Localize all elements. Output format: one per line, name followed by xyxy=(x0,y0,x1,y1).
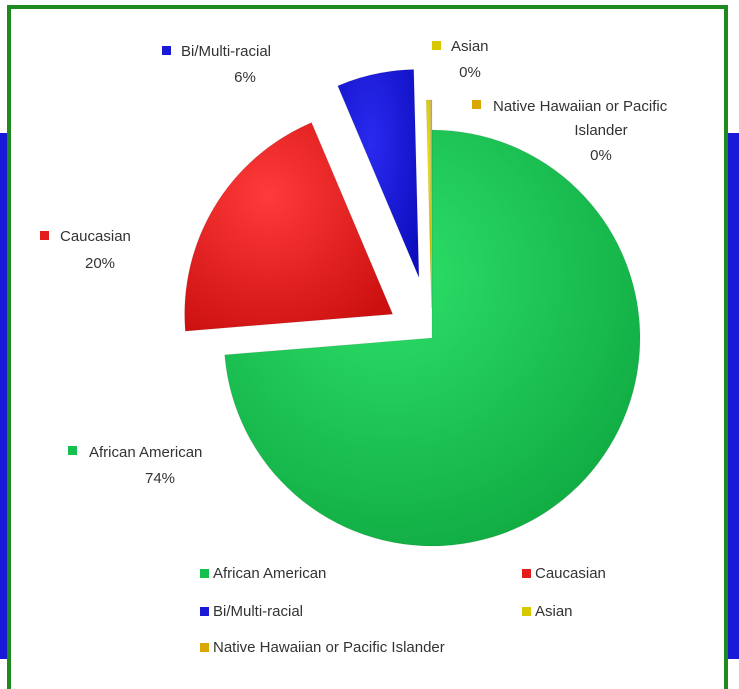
caucasian-pct: 20% xyxy=(85,255,115,272)
asian-name: Asian xyxy=(451,38,489,55)
bi-multi-pct: 6% xyxy=(234,69,256,86)
bi-multi-marker xyxy=(162,46,171,55)
slice-african-american xyxy=(224,129,641,547)
native-hawaiian-name-line1: Native Hawaiian or Pacific xyxy=(493,98,668,115)
legend-label-bi-multi: Bi/Multi-racial xyxy=(213,603,303,620)
native-hawaiian-marker xyxy=(472,100,481,109)
legend-label-african-american: African American xyxy=(213,565,326,582)
data-label-caucasian: Caucasian 20% xyxy=(40,228,131,272)
data-label-bi-multi: Bi/Multi-racial 6% xyxy=(162,43,271,86)
asian-pct: 0% xyxy=(459,64,481,81)
african-american-pct: 74% xyxy=(145,470,175,487)
legend-swatch-asian xyxy=(522,607,531,616)
legend-label-caucasian: Caucasian xyxy=(535,565,606,582)
data-label-asian: Asian 0% xyxy=(432,38,489,81)
legend-swatch-african-american xyxy=(200,569,209,578)
legend-label-asian: Asian xyxy=(535,603,573,620)
chart-legend: African American Caucasian Bi/Multi-racial… xyxy=(200,565,606,656)
legend-label-native-hawaiian: Native Hawaiian or Pacific Islander xyxy=(213,639,445,656)
background-side-right xyxy=(726,133,739,659)
african-american-marker xyxy=(68,446,77,455)
slice-bi-multi xyxy=(337,68,420,278)
slice-asian xyxy=(425,99,433,309)
legend-swatch-native-hawaiian xyxy=(200,643,209,652)
native-hawaiian-name-line2: Islander xyxy=(574,122,627,139)
slice-native-hawaiian xyxy=(430,99,433,309)
caucasian-marker xyxy=(40,231,49,240)
pie-slices xyxy=(184,68,641,547)
legend-swatch-caucasian xyxy=(522,569,531,578)
bi-multi-name: Bi/Multi-racial xyxy=(181,43,271,60)
slice-caucasian xyxy=(184,121,394,332)
native-hawaiian-pct: 0% xyxy=(590,147,612,164)
asian-marker xyxy=(432,41,441,50)
african-american-name: African American xyxy=(89,444,202,461)
caucasian-name: Caucasian xyxy=(60,228,131,245)
legend-swatch-bi-multi xyxy=(200,607,209,616)
data-label-native-hawaiian: Native Hawaiian or Pacific Islander 0% xyxy=(472,98,668,164)
data-label-african-american: African American 74% xyxy=(68,444,202,487)
